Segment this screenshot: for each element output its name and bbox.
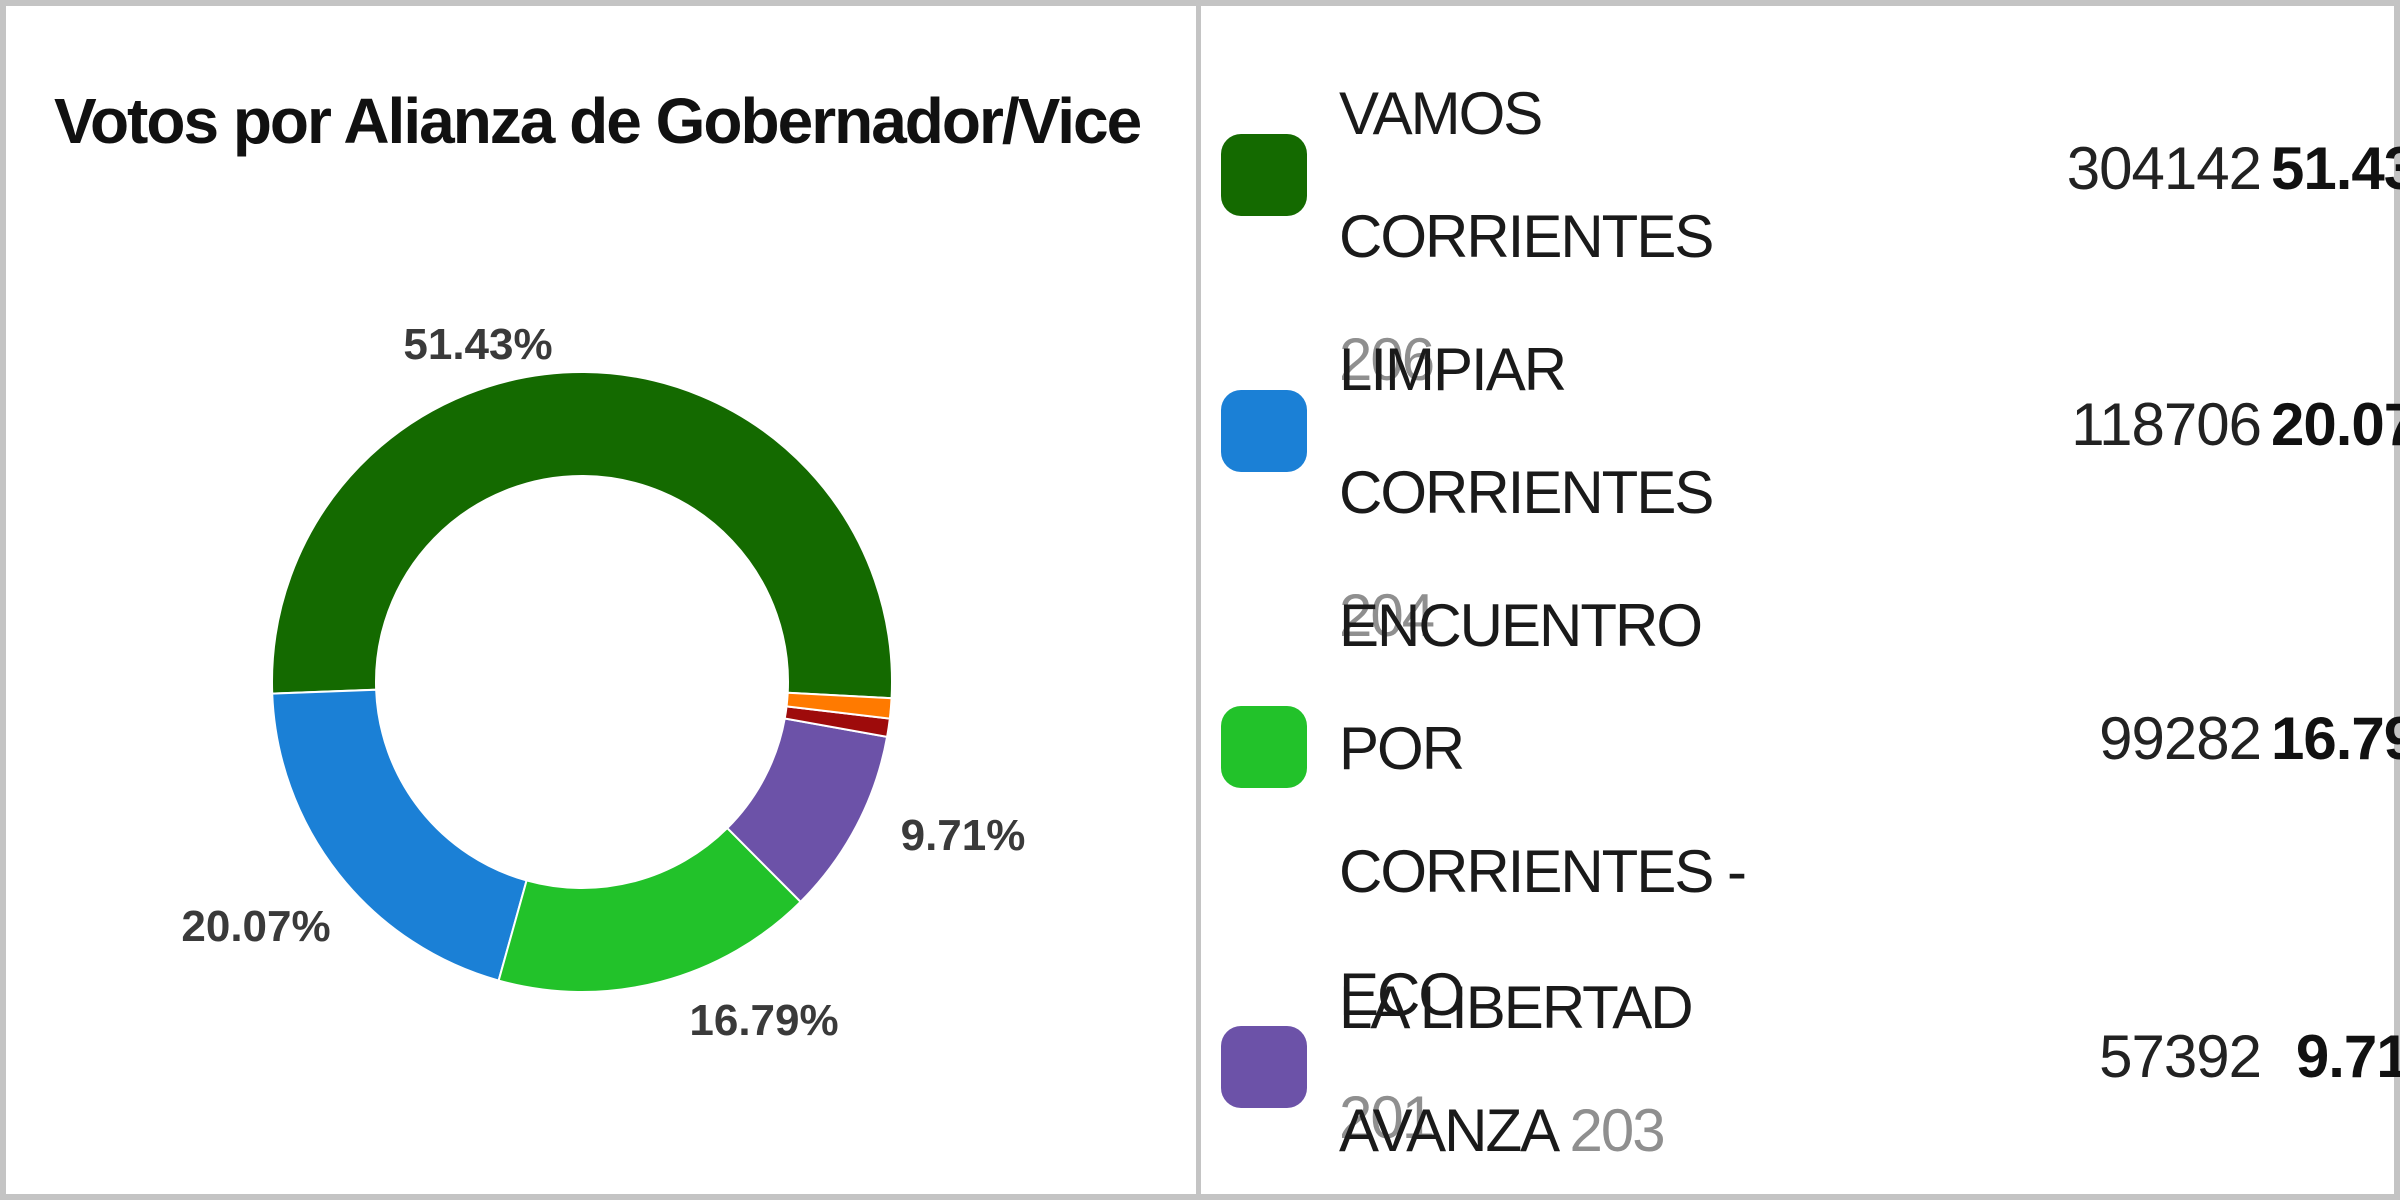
legend-percentage: 16.79% xyxy=(2271,705,2400,772)
chart-title: Votos por Alianza de Gobernador/Vice xyxy=(54,85,1142,157)
legend-party-code: 203 xyxy=(1569,1097,1666,1164)
chart-panel: Votos por Alianza de Gobernador/Vice 51.… xyxy=(6,6,1196,1194)
legend-votes: 99282 xyxy=(2099,705,2262,772)
legend-row-encuentro-por-corrientes: ENCUENTRO POR CORRIENTES - ECO 201 99282… xyxy=(1201,564,2400,1151)
legend-panel: VAMOS CORRIENTES 206 304142 51.43% LIMPI… xyxy=(1201,6,2400,1194)
legend-party-code: 204 xyxy=(1339,582,1435,649)
legend-swatch xyxy=(1221,134,1307,216)
legend-row-la-libertad-avanza: LA LIBERTAD AVANZA 203 57392 9.71% xyxy=(1201,946,2400,1176)
legend-row-limpiar-corrientes: LIMPIAR CORRIENTES 204 118706 20.07% xyxy=(1201,308,2400,649)
panel-divider xyxy=(1196,0,1201,1200)
donut-chart: 51.43% 20.07% 16.79% 9.71% xyxy=(181,320,1026,1045)
legend-votes: 118706 xyxy=(2071,391,2262,458)
slice-label: 9.71% xyxy=(901,811,1026,860)
slice-label: 16.79% xyxy=(689,996,838,1045)
legend-percentage: 20.07% xyxy=(2271,391,2400,458)
legend-votes: 304142 xyxy=(2066,135,2262,202)
legend-votes: 57392 xyxy=(2099,1023,2262,1090)
legend-row-vamos-corrientes: VAMOS CORRIENTES 206 304142 51.43% xyxy=(1201,52,2400,393)
legend-party-name: VAMOS CORRIENTES 206 xyxy=(1339,80,1714,393)
legend-party-code: 206 xyxy=(1339,326,1435,393)
legend-party-code: 201 xyxy=(1339,1084,1435,1151)
legend-swatch xyxy=(1221,390,1307,472)
legend-percentage: 9.71% xyxy=(2295,1023,2400,1090)
donut-slice xyxy=(271,371,893,700)
slice-label: 20.07% xyxy=(181,902,330,951)
donut-slice xyxy=(785,691,893,720)
legend-percentage: 51.43% xyxy=(2271,135,2400,202)
donut-slice xyxy=(271,688,528,982)
slice-label: 51.43% xyxy=(403,320,552,369)
legend-swatch xyxy=(1221,706,1307,788)
legend-swatch xyxy=(1221,1026,1307,1108)
legend-party-name: LIMPIAR CORRIENTES 204 xyxy=(1339,336,1714,649)
legend-party-name: ENCUENTRO POR CORRIENTES - ECO 201 xyxy=(1339,592,1747,1151)
legend-party-name: LA LIBERTAD AVANZA 203 xyxy=(1339,974,1694,1164)
